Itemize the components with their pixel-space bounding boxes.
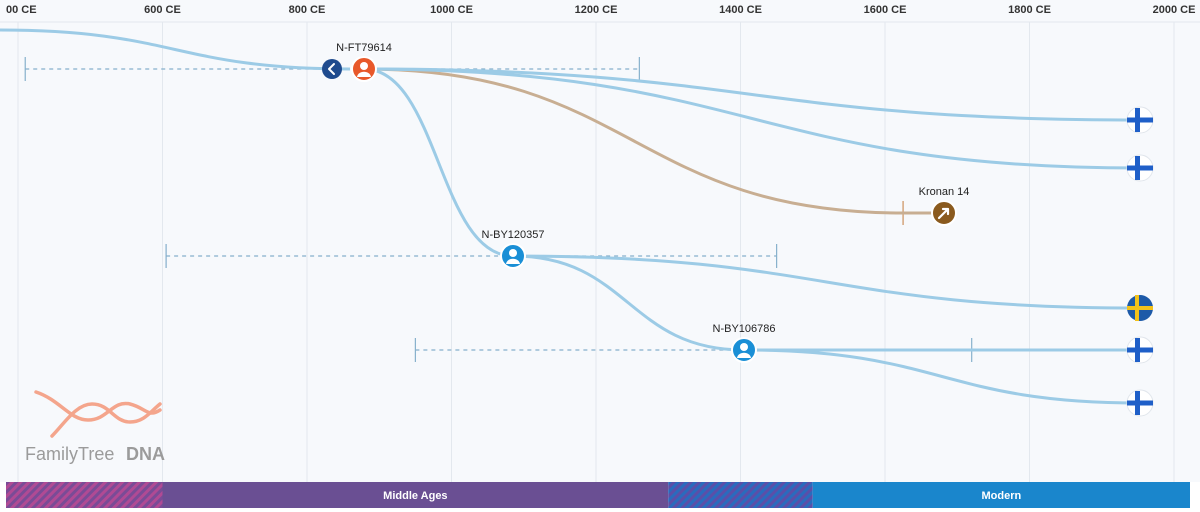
chevron-left-icon[interactable]	[328, 63, 335, 75]
flag-finland-icon[interactable]	[1126, 154, 1154, 182]
x-tick-label: 1200 CE	[575, 4, 618, 16]
branch-link	[363, 67, 905, 215]
flag-finland-icon[interactable]	[1126, 336, 1154, 364]
x-axis: 00 CE 600 CE 800 CE 1000 CE 1200 CE 1400 CE 16…	[0, 4, 1200, 23]
flag-finland-cross-v	[1135, 391, 1140, 415]
leaves	[1126, 106, 1154, 417]
branch-root	[0, 28, 351, 71]
logo-text-familytree: FamilyTree	[25, 444, 114, 464]
branch-leaf	[363, 67, 1141, 122]
branch-leaf	[512, 254, 1141, 310]
node-label: N-BY120357	[482, 229, 545, 241]
era-label: Modern	[982, 490, 1022, 502]
x-tick-label: 600 CE	[144, 4, 181, 16]
flag-finland-cross-v	[1135, 108, 1140, 132]
logo-text-dna: DNA	[126, 444, 165, 464]
node-n-ft79614[interactable]: N-FT79614	[336, 42, 392, 82]
gridlines	[17, 22, 1175, 482]
branch-link	[363, 67, 514, 258]
node-n-by120357[interactable]: N-BY120357	[482, 229, 545, 269]
back-button-circle[interactable]	[322, 59, 342, 79]
dna-helix-icon	[34, 390, 162, 422]
nodes: N-FT79614 N-BY120357 N-BY106786 Kronan 14	[336, 42, 970, 363]
node-n-by106786[interactable]: N-BY106786	[713, 323, 776, 363]
dna-helix-icon-2	[50, 402, 162, 438]
node-label: Kronan 14	[919, 186, 970, 198]
person-icon-body	[737, 352, 751, 358]
x-tick-label: 800 CE	[289, 4, 326, 16]
branch-leaf	[743, 348, 1141, 405]
era-segment	[6, 482, 163, 508]
flag-sweden-cross-v	[1135, 295, 1139, 321]
flag-finland-icon[interactable]	[1126, 389, 1154, 417]
branch-leaf	[363, 67, 1141, 170]
trowel-icon	[937, 207, 950, 220]
x-tick-label: 1400 CE	[719, 4, 762, 16]
person-icon-body	[506, 258, 520, 264]
era-segment	[162, 482, 669, 508]
x-tick-label: 2000 CE	[1153, 4, 1196, 16]
node-label: N-BY106786	[713, 323, 776, 335]
flag-finland-cross-v	[1135, 156, 1140, 180]
branches	[0, 28, 1141, 405]
back-button[interactable]	[322, 59, 342, 79]
familytreedna-logo: FamilyTree DNA	[25, 390, 165, 464]
era-segment	[668, 482, 813, 508]
plot-background	[0, 0, 1200, 482]
x-tick-label: 1600 CE	[864, 4, 907, 16]
x-tick-label: 00 CE	[6, 4, 37, 16]
x-tick-label: 1800 CE	[1008, 4, 1051, 16]
era-label: Middle Ages	[383, 490, 447, 502]
node-label: N-FT79614	[336, 42, 392, 54]
person-icon-head	[360, 62, 368, 70]
person-icon	[357, 62, 371, 77]
person-icon	[737, 343, 751, 358]
x-tick-label: 1000 CE	[430, 4, 473, 16]
flag-sweden-cross-h	[1127, 306, 1153, 310]
node-kronan-14[interactable]: Kronan 14	[919, 186, 970, 226]
era-bar: Middle Ages Modern	[6, 482, 1190, 508]
person-icon	[506, 249, 520, 264]
flag-finland-icon[interactable]	[1126, 106, 1154, 134]
era-segment	[812, 482, 1190, 508]
person-icon-body	[357, 71, 371, 77]
person-icon-head	[740, 343, 748, 351]
flag-finland-cross-v	[1135, 338, 1140, 362]
flag-sweden-icon[interactable]	[1127, 295, 1153, 321]
branch-link	[512, 254, 745, 352]
person-icon-head	[509, 249, 517, 257]
